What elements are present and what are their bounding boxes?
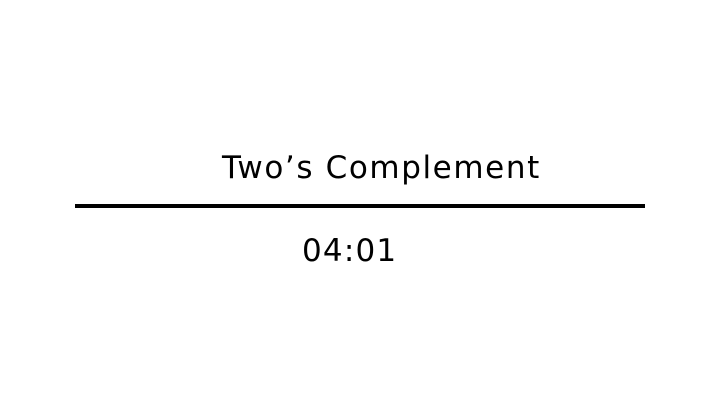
timestamp: 04:01	[302, 233, 398, 269]
slide-title: Two’s Complement	[222, 150, 541, 186]
title-divider	[75, 204, 645, 208]
